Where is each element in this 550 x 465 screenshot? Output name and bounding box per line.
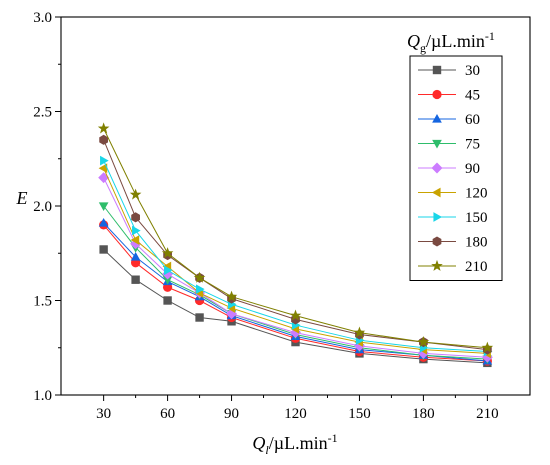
x-tick-label: 120 (284, 406, 307, 422)
data-point (164, 265, 173, 276)
data-point (195, 284, 205, 294)
legend-marker (432, 113, 442, 123)
legend-label: 45 (465, 88, 480, 104)
legend-item: 45 (418, 88, 480, 104)
legend-marker (431, 162, 443, 174)
legend-marker (431, 259, 443, 271)
legend-label: 60 (465, 112, 480, 128)
y-tick-label: 1.5 (33, 294, 52, 310)
x-tick-label: 30 (96, 406, 111, 422)
legend-item: 120 (418, 186, 488, 202)
data-point (97, 122, 110, 134)
data-point (162, 276, 173, 285)
series-210 (97, 122, 494, 353)
legend-label: 90 (465, 161, 480, 177)
data-point (225, 290, 238, 302)
legend-marker (432, 139, 442, 149)
x-axis-title: Ql/µL.min-1 (252, 431, 337, 457)
y-tick-label: 2.0 (33, 199, 52, 215)
legend-item: 60 (418, 112, 480, 128)
legend-marker (433, 212, 443, 222)
legend-label: 180 (465, 235, 488, 251)
data-point (99, 134, 108, 145)
data-point (131, 275, 140, 284)
y-axis-title: E (16, 188, 28, 208)
x-tick-label: 150 (348, 406, 371, 422)
data-point (195, 313, 204, 322)
legend-item: 210 (418, 259, 488, 275)
legend-label: 75 (465, 137, 480, 153)
data-point (289, 309, 302, 321)
data-point (130, 251, 141, 261)
data-point (193, 271, 206, 283)
data-point (417, 335, 430, 348)
legend-item: 150 (418, 210, 488, 226)
data-point (129, 188, 142, 200)
data-point (132, 225, 141, 236)
x-tick-label: 90 (224, 406, 239, 422)
legend-item: 90 (418, 161, 480, 177)
data-point (417, 347, 429, 359)
data-point (163, 296, 172, 305)
axes: 30 60 90 120 150 180 210 1.0 1.5 2.0 2.5 3.0 (33, 10, 498, 422)
legend-title: Qg/µL.min-1 (407, 29, 495, 55)
data-point (100, 155, 109, 166)
legend-marker (431, 187, 441, 198)
series-layer (97, 122, 494, 368)
data-point (98, 202, 109, 212)
data-point (99, 245, 108, 254)
data-point (353, 326, 366, 338)
y-tick-label: 2.5 (33, 105, 52, 121)
legend-marker (432, 65, 442, 75)
legend-marker (432, 89, 442, 100)
data-point (130, 238, 142, 250)
data-point (481, 341, 494, 353)
legend-item: 75 (418, 137, 480, 153)
legend-marker (432, 236, 442, 247)
data-point (98, 217, 109, 227)
y-tick-label: 1.0 (33, 388, 52, 404)
legend-item: 180 (418, 235, 488, 251)
legend-label: 30 (465, 63, 480, 79)
y-tick-label: 3.0 (33, 10, 52, 26)
x-tick-label: 180 (412, 406, 435, 422)
legend-label: 150 (465, 210, 488, 226)
data-point (130, 235, 140, 245)
x-tick-label: 60 (160, 406, 175, 422)
data-point (98, 163, 108, 174)
legend-label: 120 (465, 186, 488, 202)
data-point (131, 212, 140, 223)
legend: 30 45 60 75 90 120 150 180 210 (409, 55, 503, 281)
legend-item: 30 (418, 63, 480, 79)
x-tick-label: 210 (476, 406, 499, 422)
legend-label: 210 (465, 259, 488, 275)
data-point (161, 247, 174, 259)
